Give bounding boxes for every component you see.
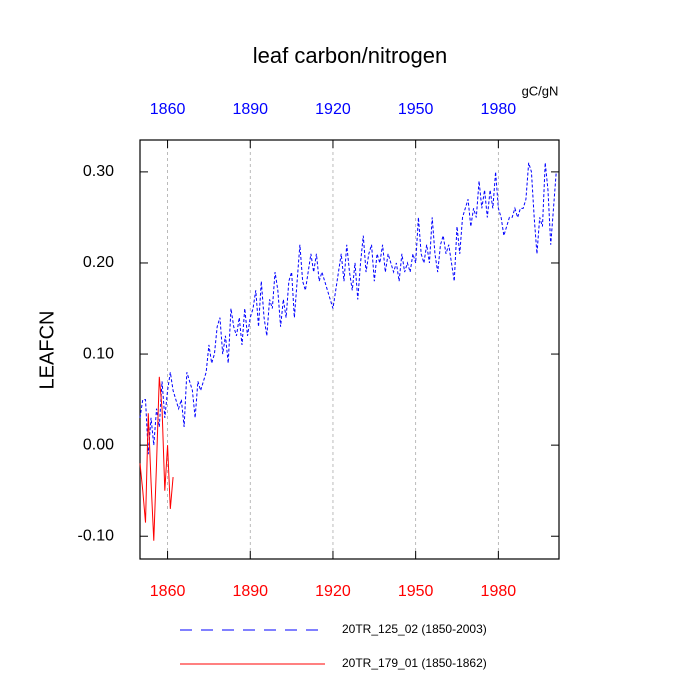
x-tick-label: 1950 <box>398 583 434 600</box>
x2-tick-label: 1950 <box>398 101 434 118</box>
chart-title: leaf carbon/nitrogen <box>253 43 447 68</box>
x-tick-label: 1980 <box>481 583 517 600</box>
x2-tick-label: 1980 <box>481 101 517 118</box>
legend-label: 20TR_179_01 (1850-1862) <box>342 656 487 670</box>
y-tick-label: 0.00 <box>83 436 114 453</box>
x2-tick-label: 1890 <box>232 101 268 118</box>
y-tick-label: 0.20 <box>83 254 114 271</box>
y-tick-label: 0.30 <box>83 163 114 180</box>
x2-tick-label: 1860 <box>150 101 186 118</box>
y-tick-label: 0.10 <box>83 345 114 362</box>
legend-label: 20TR_125_02 (1850-2003) <box>342 622 487 636</box>
y-axis-label: LEAFCN <box>36 311 58 390</box>
x-tick-label: 1860 <box>150 583 186 600</box>
plot-frame <box>139 139 560 560</box>
x-tick-label: 1920 <box>315 583 351 600</box>
series-line <box>139 162 557 455</box>
y-tick-label: -0.10 <box>78 527 115 544</box>
x-tick-label: 1890 <box>232 583 268 600</box>
x2-tick-label: 1920 <box>315 101 351 118</box>
series-line <box>139 376 174 541</box>
units-label: gC/gN <box>522 83 559 98</box>
